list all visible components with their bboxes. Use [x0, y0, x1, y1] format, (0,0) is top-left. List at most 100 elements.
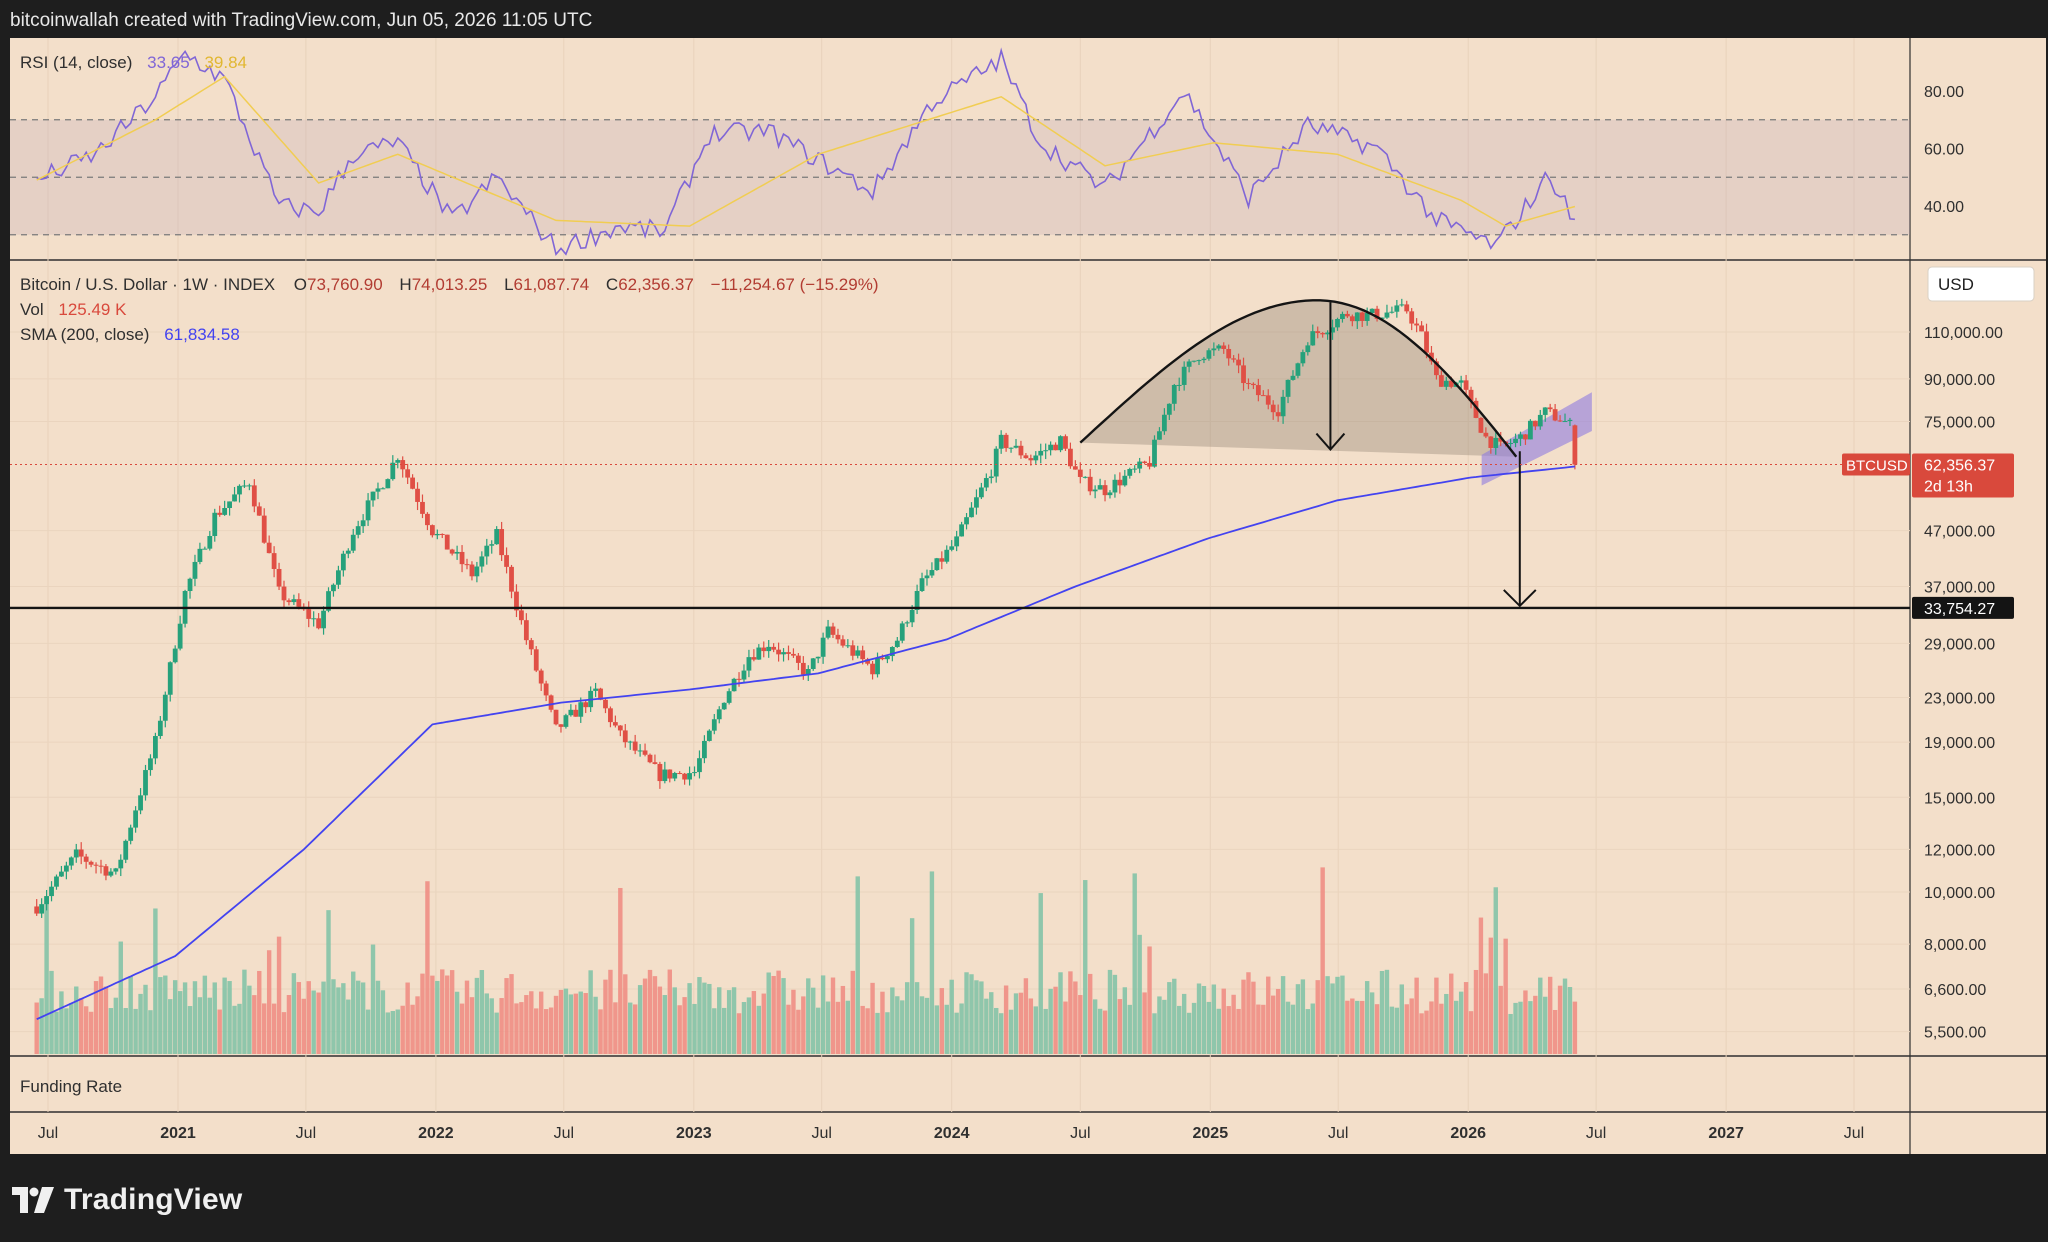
candle-body[interactable] [1424, 331, 1429, 353]
rsi-pane[interactable]: 80.00 60.00 40.00 [10, 47, 1964, 257]
candle-body[interactable] [474, 566, 480, 577]
candle-body[interactable] [350, 534, 356, 551]
candle-body[interactable] [766, 646, 772, 652]
candle-body[interactable] [736, 678, 742, 680]
candle-body[interactable] [1542, 407, 1548, 415]
candle-body[interactable] [454, 551, 460, 554]
candle-body[interactable] [1112, 479, 1118, 493]
candle-body[interactable] [172, 648, 178, 663]
candle-body[interactable] [894, 640, 900, 648]
candle-body[interactable] [1572, 425, 1578, 465]
candle-body[interactable] [1033, 455, 1039, 461]
candle-body[interactable] [296, 599, 302, 607]
currency-button[interactable]: USD [1927, 266, 2035, 302]
candle-body[interactable] [449, 549, 455, 554]
candle-body[interactable] [865, 659, 871, 664]
candle-body[interactable] [1221, 345, 1227, 349]
candle-body[interactable] [390, 462, 396, 480]
candle-body[interactable] [276, 568, 282, 587]
candle-body[interactable] [523, 620, 529, 641]
candle-body[interactable] [1359, 312, 1365, 321]
candle-body[interactable] [420, 501, 425, 514]
candle-body[interactable] [1251, 383, 1256, 386]
candle-body[interactable] [118, 859, 124, 869]
candle-body[interactable] [642, 750, 648, 755]
candle-body[interactable] [1226, 348, 1232, 359]
candle-body[interactable] [598, 688, 603, 700]
candle-body[interactable] [1523, 434, 1528, 440]
candle-body[interactable] [152, 736, 158, 759]
candle-body[interactable] [504, 555, 509, 567]
candle-body[interactable] [988, 476, 994, 479]
candle-body[interactable] [395, 460, 401, 463]
candle-body[interactable] [543, 683, 549, 696]
candle-body[interactable] [429, 525, 435, 536]
candle-body[interactable] [1142, 461, 1148, 463]
candle-body[interactable] [1241, 365, 1246, 384]
candle-body[interactable] [256, 506, 262, 516]
candle-body[interactable] [845, 645, 851, 647]
candle-body[interactable] [1552, 409, 1558, 421]
candle-body[interactable] [1092, 489, 1098, 492]
candle-body[interactable] [93, 864, 99, 866]
candle-body[interactable] [1419, 325, 1424, 332]
candle-body[interactable] [1438, 375, 1444, 387]
candle-body[interactable] [964, 517, 969, 525]
candle-body[interactable] [637, 750, 643, 752]
candle-body[interactable] [573, 709, 579, 717]
candle-body[interactable] [1448, 380, 1454, 387]
candle-body[interactable] [1325, 332, 1331, 335]
candle-body[interactable] [721, 702, 727, 710]
candle-body[interactable] [528, 640, 534, 650]
candle-body[interactable] [1340, 313, 1345, 320]
candle-body[interactable] [1003, 434, 1009, 449]
candle-body[interactable] [840, 639, 846, 646]
candle-body[interactable] [1132, 468, 1138, 470]
candle-body[interactable] [1166, 403, 1172, 415]
candle-body[interactable] [266, 542, 272, 554]
candle-body[interactable] [1152, 439, 1157, 467]
candle-body[interactable] [1557, 420, 1563, 422]
candle-body[interactable] [1107, 492, 1113, 496]
candle-body[interactable] [875, 657, 880, 675]
candle-body[interactable] [1043, 450, 1049, 452]
candle-body[interactable] [983, 478, 989, 488]
candle-body[interactable] [682, 773, 688, 780]
candle-body[interactable] [73, 849, 79, 858]
candle-body[interactable] [380, 488, 386, 490]
candle-body[interactable] [1290, 375, 1296, 380]
candle-body[interactable] [800, 662, 806, 675]
candle-body[interactable] [781, 652, 786, 655]
candle-body[interactable] [1048, 444, 1054, 451]
candle-body[interactable] [652, 762, 658, 764]
candle-body[interactable] [929, 570, 935, 576]
candle-body[interactable] [1280, 396, 1286, 417]
candle-body[interactable] [227, 501, 232, 509]
candle-body[interactable] [632, 741, 638, 751]
candle-body[interactable] [1473, 400, 1479, 418]
candle-body[interactable] [1374, 308, 1380, 319]
candle-body[interactable] [1018, 445, 1024, 456]
candle-body[interactable] [365, 500, 371, 521]
candle-body[interactable] [647, 754, 653, 763]
candle-body[interactable] [885, 656, 890, 660]
candle-body[interactable] [311, 618, 317, 620]
candle-body[interactable] [167, 662, 173, 695]
candle-body[interactable] [1196, 360, 1202, 362]
candle-body[interactable] [1058, 436, 1063, 451]
candle-body[interactable] [1394, 305, 1400, 312]
candle-body[interactable] [1127, 468, 1133, 476]
candle-body[interactable] [825, 626, 831, 638]
candle-body[interactable] [687, 773, 692, 780]
candle-body[interactable] [509, 566, 514, 592]
candle-body[interactable] [949, 546, 955, 550]
candle-body[interactable] [810, 658, 816, 670]
candle-body[interactable] [207, 536, 213, 549]
candle-body[interactable] [1201, 358, 1207, 361]
candle-body[interactable] [791, 653, 796, 656]
candle-body[interactable] [133, 810, 139, 828]
candle-body[interactable] [904, 622, 910, 624]
candle-body[interactable] [860, 650, 866, 660]
candle-body[interactable] [1216, 345, 1222, 349]
candle-body[interactable] [1508, 443, 1514, 445]
